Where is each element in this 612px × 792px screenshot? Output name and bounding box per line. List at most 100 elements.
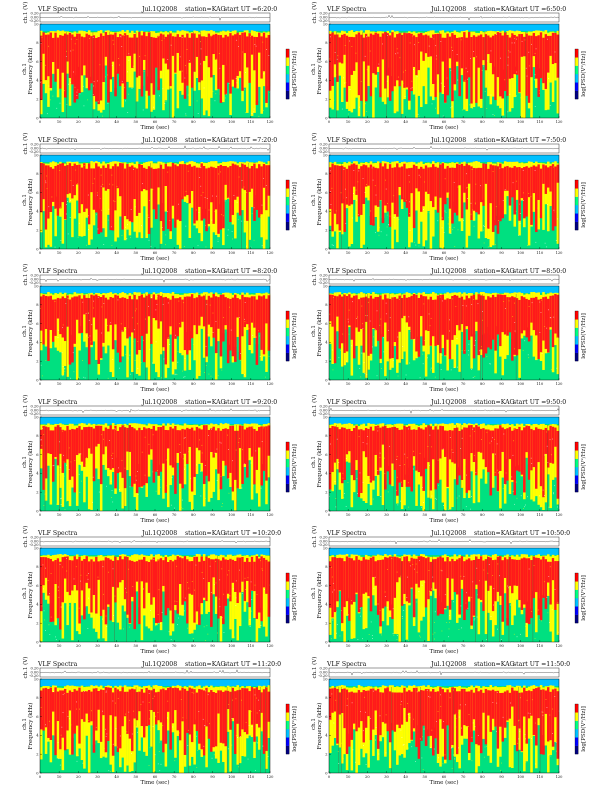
spectral-speckle — [471, 369, 473, 370]
red-emission-column — [520, 692, 524, 752]
red-emission-column — [424, 34, 428, 54]
red-emission-column — [152, 688, 156, 712]
spectral-speckle — [404, 453, 406, 455]
spectral-speckle — [378, 68, 379, 69]
spectral-speckle — [70, 199, 72, 201]
spectral-speckle — [110, 497, 112, 498]
red-emission-column — [150, 690, 153, 711]
spectral-speckle — [244, 318, 245, 320]
spectral-speckle — [455, 718, 457, 719]
spectral-speckle — [375, 727, 377, 728]
yellow-emission-column — [178, 555, 182, 616]
yellow-emission-column — [188, 556, 192, 634]
spectrogram-plot — [328, 416, 560, 512]
sferic-streak — [336, 32, 337, 118]
spectral-speckle — [152, 189, 154, 191]
red-emission-column — [362, 430, 366, 452]
spectral-speckle — [384, 591, 386, 593]
spectral-speckle — [369, 479, 371, 481]
x-tick-label: 30 — [95, 644, 100, 648]
sferic-streak — [217, 556, 218, 642]
spectral-speckle — [351, 217, 353, 219]
spectral-speckle — [534, 74, 536, 76]
spectral-speckle — [532, 699, 533, 701]
spectrogram-panel-3: VLF Spectra Jul.1Q2008 station=KAG start UT… — [22, 133, 322, 264]
yellow-emission-column — [331, 293, 334, 364]
red-emission-column — [78, 33, 81, 94]
spectral-speckle — [464, 79, 466, 81]
red-emission-column — [40, 690, 43, 730]
red-emission-column — [42, 557, 45, 586]
spectral-speckle — [244, 577, 246, 579]
spectral-speckle — [203, 87, 205, 89]
yellow-emission-column — [80, 685, 84, 761]
colorbar-step — [575, 57, 579, 66]
red-emission-column — [556, 691, 560, 759]
spectral-speckle — [482, 319, 483, 321]
yellow-emission-column — [439, 163, 442, 248]
spectral-speckle — [548, 78, 550, 79]
yellow-emission-column — [265, 292, 268, 372]
red-emission-column — [143, 427, 146, 486]
spectral-speckle — [449, 226, 451, 228]
spectral-speckle — [389, 317, 391, 319]
spectral-speckle — [408, 506, 410, 508]
spectral-speckle — [155, 715, 156, 717]
spectral-speckle — [344, 188, 346, 190]
red-emission-column — [78, 426, 81, 454]
spectral-speckle — [217, 353, 218, 355]
spectral-speckle — [69, 718, 70, 720]
voltage-trace-line — [39, 145, 271, 151]
y-tick-label: 2 — [325, 98, 327, 102]
spectral-speckle — [255, 336, 257, 338]
spectral-speckle — [62, 341, 64, 342]
red-emission-column — [123, 297, 127, 328]
red-emission-column — [484, 429, 488, 468]
red-emission-column — [518, 692, 521, 729]
spectral-speckle — [176, 59, 178, 61]
spectral-speckle — [191, 692, 193, 694]
panel-start-time: start UT =10:50:0 — [513, 530, 570, 537]
spectral-speckle — [530, 196, 532, 198]
red-emission-column — [219, 35, 223, 103]
spectral-speckle — [382, 43, 383, 45]
red-emission-column — [494, 559, 497, 602]
spectral-speckle — [215, 58, 217, 60]
spectral-speckle — [232, 238, 233, 240]
spectrogram-panel-4: VLF Spectra Jul.1Q2008 station=KAG start UT… — [311, 133, 611, 264]
spectrogram-plot — [328, 678, 560, 774]
spectral-speckle — [549, 105, 551, 106]
spectral-speckle — [414, 338, 416, 340]
spectral-speckle — [96, 214, 98, 216]
spectral-speckle — [130, 373, 132, 375]
yellow-emission-column — [508, 685, 512, 768]
spectral-speckle — [360, 242, 362, 244]
red-emission-column — [472, 294, 476, 359]
y-tick-label: 6 — [325, 322, 328, 326]
voltage-axis-label: ch.1 (V) — [22, 264, 29, 286]
red-emission-column — [410, 557, 414, 588]
red-emission-column — [415, 558, 418, 584]
spectral-speckle — [527, 245, 528, 247]
spectral-speckle — [174, 760, 176, 762]
colorbar-step — [286, 704, 290, 713]
spectral-speckle — [366, 68, 368, 70]
spectral-speckle — [405, 374, 407, 376]
red-emission-column — [49, 558, 53, 622]
spectral-speckle — [553, 316, 555, 318]
red-emission-column — [83, 691, 86, 722]
red-emission-column — [104, 297, 108, 319]
x-tick-label: 0 — [39, 644, 42, 648]
red-emission-column — [484, 34, 488, 71]
y-tick-label: 8 — [325, 172, 328, 176]
spectral-speckle — [262, 41, 264, 43]
red-emission-column — [265, 298, 268, 324]
x-tick-label: 20 — [365, 120, 370, 124]
red-emission-column — [451, 167, 454, 224]
spectral-speckle — [212, 195, 213, 197]
red-emission-column — [157, 294, 160, 329]
red-emission-column — [183, 37, 187, 99]
spectral-speckle — [119, 35, 121, 37]
spectral-speckle — [224, 200, 226, 202]
spectral-speckle — [219, 67, 221, 69]
